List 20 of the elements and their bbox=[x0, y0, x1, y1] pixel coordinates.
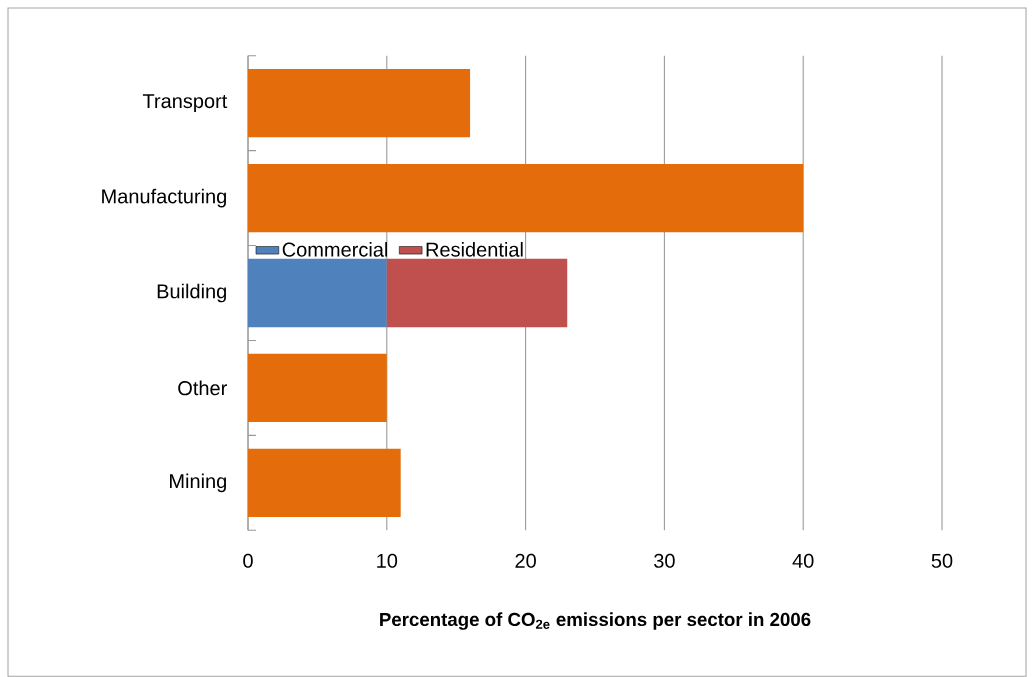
x-tick-label: 50 bbox=[931, 553, 953, 568]
bar bbox=[248, 163, 804, 233]
y-tick-label: Other bbox=[178, 380, 227, 396]
y-tick-label: Building bbox=[157, 283, 226, 303]
x-tick-label: 10 bbox=[377, 553, 398, 568]
y-tick-label: Mining bbox=[170, 473, 226, 493]
y-tick-label: Manufacturing bbox=[102, 188, 226, 208]
bar bbox=[248, 258, 387, 328]
x-tick-label: 0 bbox=[243, 553, 253, 568]
x-axis-title: Percentage of CO$_{2e}$ emissions per sector in 2006 bbox=[380, 612, 811, 630]
bar bbox=[248, 353, 387, 423]
bar bbox=[248, 68, 471, 138]
x-tick-label: 30 bbox=[654, 553, 675, 568]
bar bbox=[248, 448, 401, 518]
x-tick-label: 20 bbox=[515, 553, 536, 568]
bar bbox=[386, 258, 568, 328]
y-tick-label: Transport bbox=[142, 94, 228, 113]
legend-label: Residential bbox=[426, 242, 523, 257]
x-tick-label: 40 bbox=[792, 553, 814, 568]
legend-label: Commercial bbox=[282, 242, 388, 257]
